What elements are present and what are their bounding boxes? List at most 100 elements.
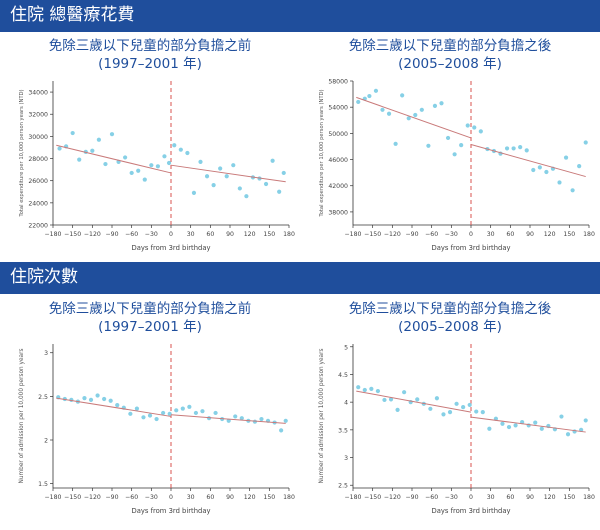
x-tick-label: −30 xyxy=(445,494,458,501)
data-point xyxy=(103,161,108,167)
data-point xyxy=(213,410,218,416)
data-point xyxy=(180,406,185,411)
data-point xyxy=(231,163,236,168)
data-point xyxy=(108,398,113,403)
data-point xyxy=(386,111,392,116)
panel-subtitle: (1997–2001 年) xyxy=(98,319,202,335)
data-point xyxy=(270,158,275,163)
y-tick-label: 58000 xyxy=(328,79,348,86)
data-point xyxy=(441,412,446,417)
data-point xyxy=(172,143,177,148)
x-tick-label: 0 xyxy=(469,231,473,238)
x-tick-label: 180 xyxy=(283,231,295,238)
data-point xyxy=(178,147,183,152)
section-header-admissions: 住院次數 xyxy=(0,262,600,294)
x-tick-label: −60 xyxy=(425,494,438,501)
data-point xyxy=(362,387,367,393)
x-tick-label: 30 xyxy=(487,494,495,501)
x-tick-label: −150 xyxy=(364,494,381,501)
data-point xyxy=(167,411,172,416)
data-point xyxy=(123,155,128,160)
x-tick-label: −120 xyxy=(84,494,101,501)
data-point xyxy=(198,159,203,164)
data-point xyxy=(544,169,549,175)
data-point xyxy=(465,123,470,128)
x-tick-label: −150 xyxy=(64,494,81,501)
data-point xyxy=(524,148,529,153)
fit-line-left xyxy=(356,96,472,139)
data-point xyxy=(115,402,120,408)
x-tick-label: −120 xyxy=(84,231,101,238)
x-axis-label: Days from 3rd birthday xyxy=(131,507,210,515)
x-tick-label: −90 xyxy=(105,494,118,501)
y-tick-label: 3 xyxy=(344,455,348,462)
data-point xyxy=(128,411,133,416)
data-point xyxy=(283,418,288,423)
data-point xyxy=(539,426,544,431)
x-tick-label: 60 xyxy=(206,231,214,238)
y-axis-label: Number of admission per 10,000 person ye… xyxy=(319,348,325,483)
panel-subtitle: (1997–2001 年) xyxy=(98,56,202,72)
x-tick-label: 60 xyxy=(506,231,514,238)
y-tick-label: 2 xyxy=(44,438,48,445)
x-tick-label: −180 xyxy=(345,231,362,238)
data-point xyxy=(102,396,107,402)
fit-line-left xyxy=(56,397,172,417)
y-tick-label: 30000 xyxy=(28,134,48,141)
data-point xyxy=(95,393,100,398)
data-point xyxy=(77,157,82,162)
panel-admissions-before: 免除三歲以下兒童的部分負擔之前 (1997–2001 年) 1.5 2 2.5 3 −1… xyxy=(5,300,295,525)
data-point xyxy=(367,93,372,99)
x-tick-label: 30 xyxy=(187,231,195,238)
data-point xyxy=(395,407,400,413)
data-point xyxy=(218,166,223,171)
y-tick-label: 28000 xyxy=(28,156,48,163)
y-tick-label: 34000 xyxy=(28,90,48,97)
fit-line-left xyxy=(356,390,472,413)
data-point xyxy=(96,137,101,142)
y-tick-label: 1.5 xyxy=(38,481,48,488)
panel-title: 免除三歲以下兒童的部分負擔之前 xyxy=(48,301,252,317)
y-tick-label: 2.5 xyxy=(38,394,48,401)
x-tick-label: 30 xyxy=(487,231,495,238)
x-tick-label: 90 xyxy=(526,231,534,238)
data-point xyxy=(570,188,575,193)
data-point xyxy=(506,424,512,430)
data-point xyxy=(511,146,516,151)
x-tick-label: −30 xyxy=(445,231,458,238)
y-tick-label: 50000 xyxy=(328,131,348,138)
data-point xyxy=(415,397,420,402)
x-tick-label: 30 xyxy=(187,494,195,501)
data-point xyxy=(193,410,199,416)
data-point xyxy=(239,416,244,421)
data-point xyxy=(439,101,444,106)
data-point xyxy=(419,107,424,112)
data-point xyxy=(513,423,518,428)
data-point xyxy=(141,415,146,420)
x-tick-label: 60 xyxy=(506,494,514,501)
data-point xyxy=(563,155,569,160)
x-axis-label: Days from 3rd birthday xyxy=(431,507,510,515)
data-point xyxy=(537,165,542,170)
fit-line-right xyxy=(470,144,586,178)
x-tick-label: 60 xyxy=(206,494,214,501)
data-point xyxy=(244,194,249,199)
data-point xyxy=(263,181,269,187)
data-point xyxy=(237,186,242,191)
panel-cost-before: 免除三歲以下兒童的部分負擔之前 (1997–2001 年) 22000 24000… xyxy=(5,37,295,262)
x-tick-label: −150 xyxy=(64,231,81,238)
data-point xyxy=(388,397,394,402)
y-axis-label: Number of admission per 10,000 person ye… xyxy=(19,348,25,483)
x-tick-label: −30 xyxy=(145,494,158,501)
x-tick-label: −90 xyxy=(405,231,418,238)
x-tick-label: −90 xyxy=(105,231,118,238)
data-point xyxy=(583,140,588,145)
x-tick-label: 0 xyxy=(469,494,473,501)
data-point xyxy=(224,174,229,179)
section-header-total-cost: 住院 總醫療花費 xyxy=(0,0,600,32)
x-tick-label: 180 xyxy=(583,231,595,238)
data-point xyxy=(400,93,405,98)
y-tick-label: 2.5 xyxy=(338,483,348,490)
data-point xyxy=(109,132,115,137)
x-tick-label: −120 xyxy=(384,494,401,501)
